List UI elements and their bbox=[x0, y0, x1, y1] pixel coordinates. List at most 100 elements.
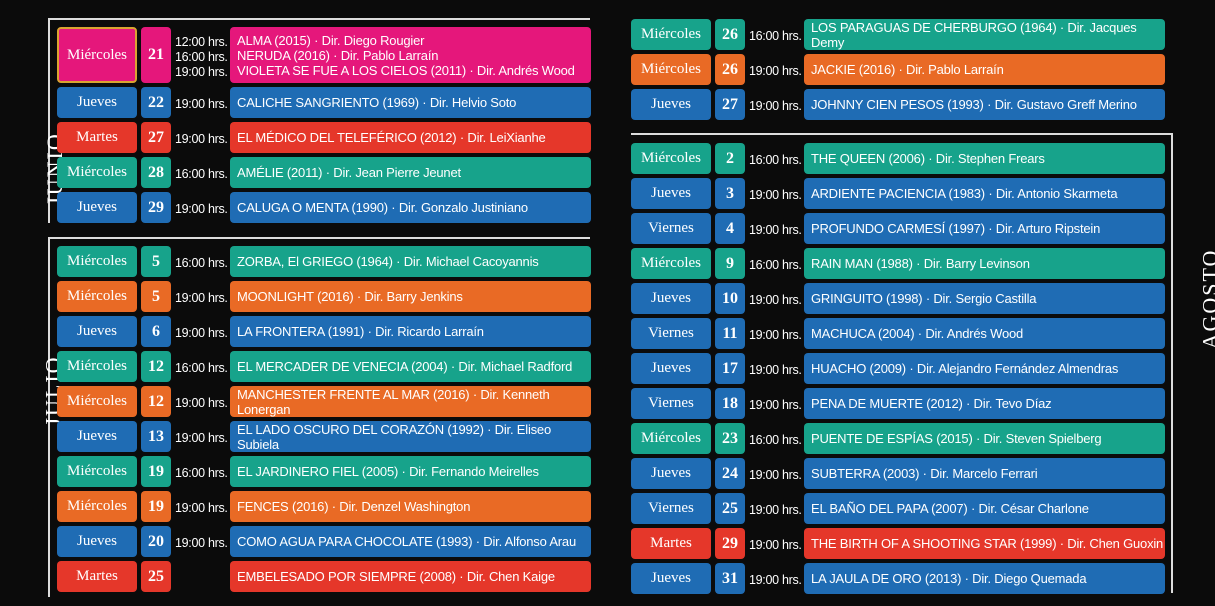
times: 19:00 hrs. bbox=[175, 194, 228, 225]
film-bar: EL LADO OSCURO DEL CORAZÓN (1992) · Dir.… bbox=[230, 421, 591, 452]
times: 19:00 hrs. bbox=[175, 493, 228, 524]
weekday: Jueves bbox=[57, 192, 137, 223]
film-bar: EL MERCADER DE VENECIA (2004) · Dir. Mic… bbox=[230, 351, 591, 382]
weekday: Miércoles bbox=[631, 54, 711, 85]
times: 19:00 hrs. bbox=[175, 89, 228, 120]
weekday: Jueves bbox=[57, 87, 137, 118]
times: 16:00 hrs. bbox=[749, 21, 802, 52]
film-bar: ZORBA, El GRIEGO (1964) · Dir. Michael C… bbox=[230, 246, 591, 277]
film-bar: EMBELESADO POR SIEMPRE (2008) · Dir. Che… bbox=[230, 561, 591, 592]
day-number: 27 bbox=[715, 89, 745, 120]
film-bar: THE QUEEN (2006) · Dir. Stephen Frears bbox=[804, 143, 1165, 174]
time: 19:00 hrs. bbox=[749, 99, 802, 113]
weekday: Jueves bbox=[57, 316, 137, 347]
film-bar: JACKIE (2016) · Dir. Pablo Larraín bbox=[804, 54, 1165, 85]
film-title: PENA DE MUERTE (2012) · Dir. Tevo Díaz bbox=[811, 396, 1052, 411]
day-number: 12 bbox=[141, 386, 171, 417]
film-title: PUENTE DE ESPÍAS (2015) · Dir. Steven Sp… bbox=[811, 431, 1102, 446]
weekday: Jueves bbox=[631, 563, 711, 594]
bracket-line bbox=[48, 237, 590, 239]
film-bar: CALICHE SANGRIENTO (1969) · Dir. Helvio … bbox=[230, 87, 591, 118]
day-number: 26 bbox=[715, 19, 745, 50]
time: 19:00 hrs. bbox=[749, 363, 802, 377]
day-number: 31 bbox=[715, 563, 745, 594]
film-title: RAIN MAN (1988) · Dir. Barry Levinson bbox=[811, 256, 1030, 271]
film-bar: SUBTERRA (2003) · Dir. Marcelo Ferrari bbox=[804, 458, 1165, 489]
time: 19:00 hrs. bbox=[749, 188, 802, 202]
times: 16:00 hrs. bbox=[749, 145, 802, 176]
film-bar: RAIN MAN (1988) · Dir. Barry Levinson bbox=[804, 248, 1165, 279]
film-title: CALICHE SANGRIENTO (1969) · Dir. Helvio … bbox=[237, 95, 517, 110]
film-title: ZORBA, El GRIEGO (1964) · Dir. Michael C… bbox=[237, 254, 539, 269]
day-number: 22 bbox=[141, 87, 171, 118]
film-title: SUBTERRA (2003) · Dir. Marcelo Ferrari bbox=[811, 466, 1038, 481]
time: 16:00 hrs. bbox=[175, 49, 228, 64]
times: 16:00 hrs. bbox=[175, 353, 228, 384]
film-title: EL LADO OSCURO DEL CORAZÓN (1992) · Dir.… bbox=[237, 421, 551, 452]
weekday: Jueves bbox=[57, 526, 137, 557]
times: 19:00 hrs. bbox=[749, 530, 802, 561]
weekday: Viernes bbox=[631, 493, 711, 524]
film-title: THE QUEEN (2006) · Dir. Stephen Frears bbox=[811, 151, 1045, 166]
weekday: Jueves bbox=[631, 458, 711, 489]
time: 19:00 hrs. bbox=[749, 573, 802, 587]
weekday: Miércoles bbox=[57, 456, 137, 487]
film-title: FENCES (2016) · Dir. Denzel Washington bbox=[237, 499, 471, 514]
times: 19:00 hrs. bbox=[175, 283, 228, 314]
film-title: ARDIENTE PACIENCIA (1983) · Dir. Antonio… bbox=[811, 186, 1118, 201]
times: 12:00 hrs. 16:00 hrs. 19:00 hrs. bbox=[175, 29, 228, 85]
weekday: Martes bbox=[57, 122, 137, 153]
film-bar: PROFUNDO CARMESÍ (1997) · Dir. Arturo Ri… bbox=[804, 213, 1165, 244]
day-number: 24 bbox=[715, 458, 745, 489]
weekday: Viernes bbox=[631, 213, 711, 244]
film-title: LA FRONTERA (1991) · Dir. Ricardo Larraí… bbox=[237, 324, 484, 339]
day-number: 17 bbox=[715, 353, 745, 384]
film-bar: PENA DE MUERTE (2012) · Dir. Tevo Díaz bbox=[804, 388, 1165, 419]
times: 19:00 hrs. bbox=[749, 285, 802, 316]
film-title: AMÉLIE (2011) · Dir. Jean Pierre Jeunet bbox=[237, 165, 461, 180]
weekday: Miércoles bbox=[631, 423, 711, 454]
day-number: 10 bbox=[715, 283, 745, 314]
time: 19:00 hrs. bbox=[175, 326, 228, 340]
time: 19:00 hrs. bbox=[175, 431, 228, 445]
time: 19:00 hrs. bbox=[749, 398, 802, 412]
day-number: 2 bbox=[715, 143, 745, 174]
film-bar: MANCHESTER FRENTE AL MAR (2016) · Dir. K… bbox=[230, 386, 591, 417]
film-title: EL MERCADER DE VENECIA (2004) · Dir. Mic… bbox=[237, 359, 573, 374]
time: 16:00 hrs. bbox=[749, 29, 802, 43]
film-bar: EL BAÑO DEL PAPA (2007) · Dir. César Cha… bbox=[804, 493, 1165, 524]
film-bar: LOS PARAGUAS DE CHERBURGO (1964) · Dir. … bbox=[804, 19, 1165, 50]
film-title: EL JARDINERO FIEL (2005) · Dir. Fernando… bbox=[237, 464, 539, 479]
day-number: 19 bbox=[141, 491, 171, 522]
weekday: Jueves bbox=[631, 283, 711, 314]
weekday: Jueves bbox=[631, 353, 711, 384]
film-title: HUACHO (2009) · Dir. Alejandro Fernández… bbox=[811, 361, 1119, 376]
day-number: 23 bbox=[715, 423, 745, 454]
time: 19:00 hrs. bbox=[175, 97, 228, 111]
times: 19:00 hrs. bbox=[749, 215, 802, 246]
film-bar: AMÉLIE (2011) · Dir. Jean Pierre Jeunet bbox=[230, 157, 591, 188]
day-number: 27 bbox=[141, 122, 171, 153]
time: 19:00 hrs. bbox=[175, 291, 228, 305]
times: 19:00 hrs. bbox=[749, 460, 802, 491]
day-number: 5 bbox=[141, 281, 171, 312]
day-number: 4 bbox=[715, 213, 745, 244]
film-title: COMO AGUA PARA CHOCOLATE (1993) · Dir. A… bbox=[237, 534, 576, 549]
bracket-line bbox=[631, 133, 1173, 135]
time: 19:00 hrs. bbox=[175, 132, 228, 146]
day-number: 26 bbox=[715, 54, 745, 85]
times: 19:00 hrs. bbox=[749, 91, 802, 122]
film-title: GRINGUITO (1998) · Dir. Sergio Castilla bbox=[811, 291, 1037, 306]
times: 19:00 hrs. bbox=[175, 318, 228, 349]
film-title: CALUGA O MENTA (1990) · Dir. Gonzalo Jus… bbox=[237, 200, 528, 215]
film-bar: CALUGA O MENTA (1990) · Dir. Gonzalo Jus… bbox=[230, 192, 591, 223]
film-bar: THE BIRTH OF A SHOOTING STAR (1999) · Di… bbox=[804, 528, 1165, 559]
times: 19:00 hrs. bbox=[749, 56, 802, 87]
weekday: Viernes bbox=[631, 318, 711, 349]
film-title: JACKIE (2016) · Dir. Pablo Larraín bbox=[811, 62, 1004, 77]
weekday: Miércoles bbox=[57, 157, 137, 188]
times: 16:00 hrs. bbox=[175, 458, 228, 489]
time: 16:00 hrs. bbox=[749, 433, 802, 447]
film-bar: LA FRONTERA (1991) · Dir. Ricardo Larraí… bbox=[230, 316, 591, 347]
film-title: JOHNNY CIEN PESOS (1993) · Dir. Gustavo … bbox=[811, 97, 1137, 112]
